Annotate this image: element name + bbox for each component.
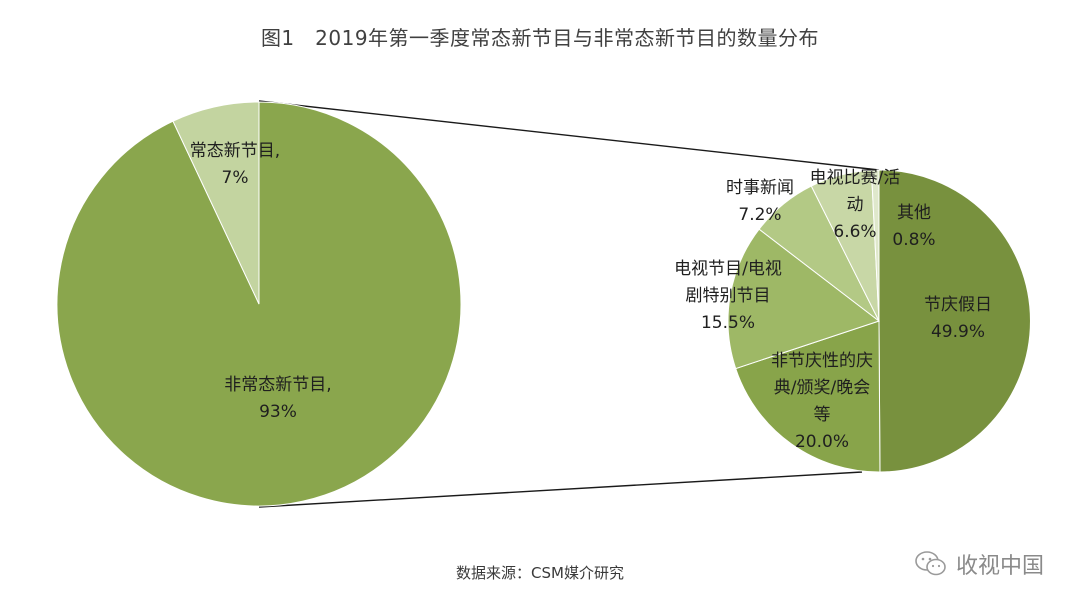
sub-label-4: 电视比赛/活动 6.6% <box>810 167 901 242</box>
chart-title: 图1 2019年第一季度常态新节目与非常态新节目的数量分布 <box>260 26 820 50</box>
connector-lines <box>258 100 880 508</box>
main-pie <box>56 101 462 507</box>
pie-sub-slice-0 <box>878 169 1031 473</box>
watermark-text: 收视中国 <box>955 554 1044 579</box>
connector-line-bottom <box>258 471 863 508</box>
main-label-0: 常态新节目, 7% <box>190 141 280 188</box>
pie-sub-slice-1 <box>735 320 881 473</box>
wechat-icon <box>915 551 946 576</box>
pie-sub-slice-2 <box>727 228 881 370</box>
pie-main-slice-1 <box>172 101 260 305</box>
connector-line-top <box>258 100 880 171</box>
sub-pie <box>727 169 1031 473</box>
pie-sub-slice-5 <box>870 169 880 322</box>
sub-label-0: 节庆假日 49.9% <box>924 295 992 342</box>
sub-label-3: 时事新闻 7.2% <box>726 178 794 225</box>
slice-labels: 常态新节目, 7% 非常态新节目, 93% 节庆假日 49.9% 非节庆性的庆典/颁奖/晚会… <box>190 141 992 452</box>
main-label-1: 非常态新节目, 93% <box>224 375 331 422</box>
watermark: 收视中国 <box>914 548 1044 580</box>
sub-label-1: 非节庆性的庆典/颁奖/晚会等 20.0% <box>771 351 873 452</box>
source-note: 数据来源：CSM媒介研究 <box>456 564 624 582</box>
sub-label-2: 电视节目/电视剧特别节目 15.5% <box>674 259 782 333</box>
sub-label-5: 其他 0.8% <box>892 203 935 250</box>
